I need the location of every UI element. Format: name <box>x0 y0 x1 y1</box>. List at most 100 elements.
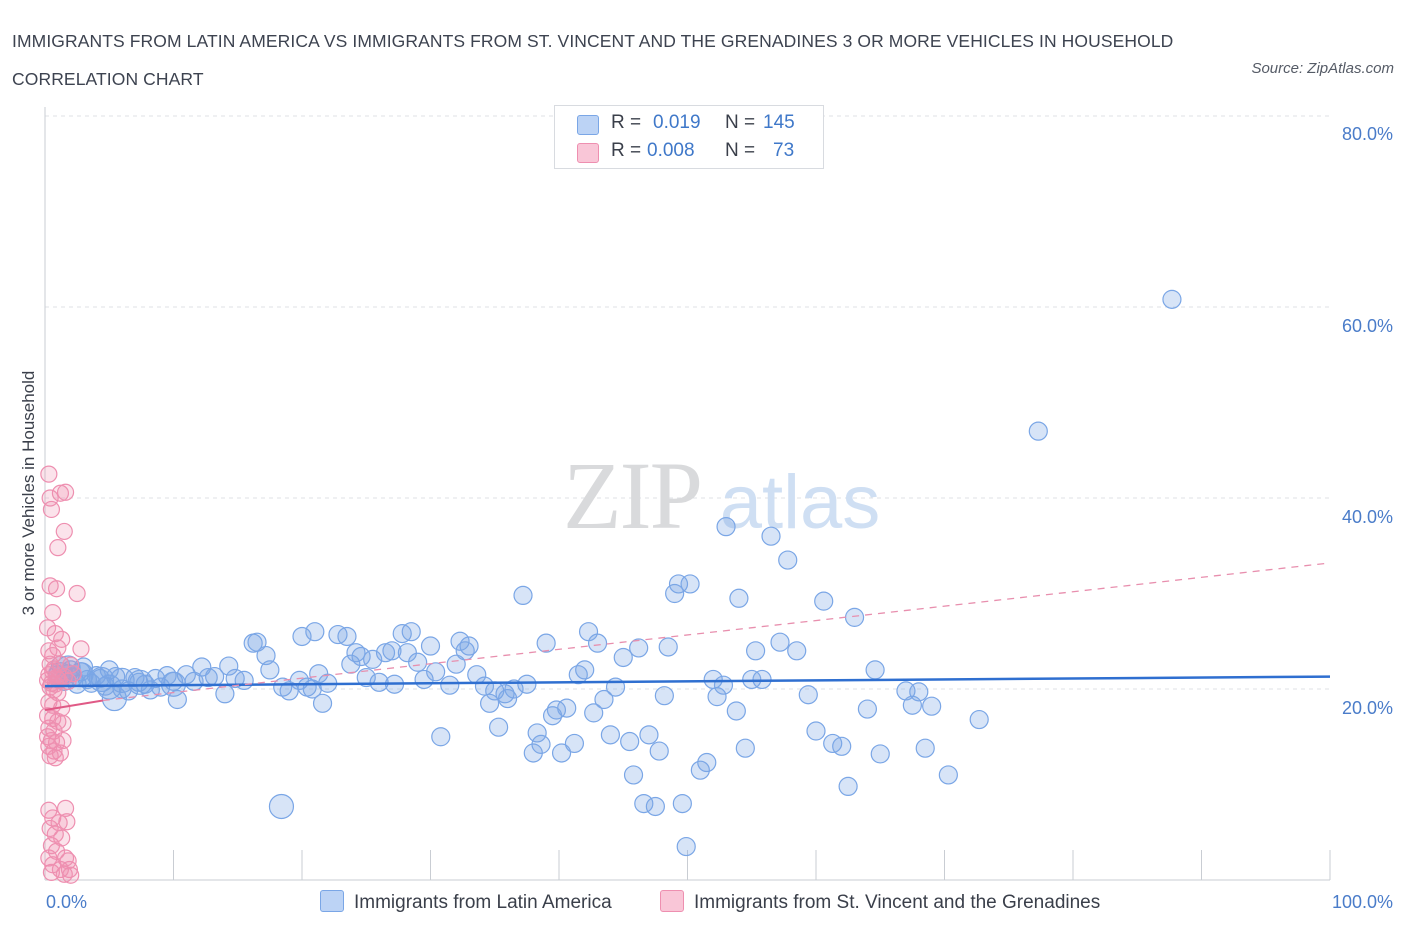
scatter-point-latin-america <box>620 731 640 752</box>
scatter-point-latin-america <box>292 626 312 647</box>
chart-source: Source: ZipAtlas.com <box>1251 60 1394 77</box>
scatter-point-latin-america <box>735 738 755 758</box>
scatter-point-latin-america <box>346 643 366 663</box>
scatter-point-latin-america <box>587 633 608 653</box>
scatter-point-latin-america <box>668 574 689 594</box>
legend-n-label: N = <box>725 140 756 161</box>
trend-line-st-vincent-extension <box>102 562 1331 702</box>
legend-r-value: 0.019 <box>653 112 701 133</box>
scatter-point-latin-america <box>778 550 798 570</box>
scatter-point-latin-america <box>584 703 604 723</box>
scatter-point-st-vincent <box>44 603 62 622</box>
y-tick-labels: 20.0% 40.0% 60.0% 80.0% <box>1342 124 1393 718</box>
scatter-point-latin-america <box>305 622 325 642</box>
legend-swatch-pink <box>577 143 599 163</box>
y-tick-label: 40.0% <box>1342 507 1393 527</box>
scatter-point-latin-america <box>459 636 479 656</box>
legend-r-value: 0.008 <box>647 140 695 161</box>
legend-r-label: R = <box>611 112 642 133</box>
scatter-point-latin-america <box>665 583 685 604</box>
scatter-point-st-vincent <box>51 744 70 762</box>
y-tick-label: 60.0% <box>1342 316 1393 336</box>
scatter-point-latin-america <box>247 632 267 652</box>
scatter-point-latin-america <box>517 674 537 694</box>
scatter-point-latin-america <box>716 517 736 537</box>
scatter-point-latin-america <box>787 641 807 661</box>
scatter-point-latin-america <box>527 723 547 743</box>
series-latin-america <box>47 289 1182 857</box>
scatter-point-latin-america <box>761 526 781 546</box>
scatter-point-latin-america <box>629 638 649 658</box>
scatter-point-st-vincent <box>68 584 86 603</box>
bottom-legend-swatch-pink <box>660 890 684 912</box>
scatter-point-st-vincent <box>49 670 67 689</box>
legend-n-value: 73 <box>773 140 795 161</box>
trend-line-latin-america <box>44 675 1331 688</box>
scatter-point-st-vincent <box>49 639 67 657</box>
scatter-point-latin-america <box>279 681 299 701</box>
watermark: ZIP atlas <box>563 442 880 549</box>
scatter-point-latin-america <box>397 643 417 663</box>
scatter-point-latin-america <box>832 736 852 756</box>
trend-lines <box>44 562 1331 711</box>
scatter-point-latin-america <box>426 662 446 682</box>
scatter-point-latin-america <box>865 660 885 680</box>
scatter-point-latin-america <box>613 647 633 668</box>
grid-lines <box>45 115 1330 690</box>
scatter-point-latin-america <box>256 645 276 666</box>
scatter-point-latin-america <box>420 636 441 656</box>
scatter-point-latin-america <box>798 685 818 705</box>
y-axis-label: 3 or more Vehicles in Household <box>19 371 38 616</box>
scatter-point-st-vincent <box>46 625 64 643</box>
series-st-vincent <box>38 465 90 884</box>
bottom-legend-label: Immigrants from St. Vincent and the Gren… <box>694 892 1101 913</box>
scatter-point-latin-america <box>623 765 644 785</box>
scatter-point-latin-america <box>676 836 696 857</box>
legend-swatch-blue <box>577 115 599 135</box>
scatter-point-latin-america <box>680 574 700 594</box>
scatter-point-latin-america <box>672 793 692 814</box>
scatter-point-latin-america <box>564 733 585 754</box>
scatter-point-latin-america <box>645 796 665 817</box>
scatter-point-latin-america <box>450 631 470 651</box>
scatter-point-latin-america <box>351 646 371 667</box>
scatter-point-latin-america <box>234 670 254 691</box>
scatter-point-latin-america <box>857 699 878 719</box>
scatter-point-st-vincent <box>56 799 75 817</box>
scatter-point-st-vincent <box>44 710 62 728</box>
scatter-point-latin-america <box>600 725 621 745</box>
scatter-point-latin-america <box>806 721 826 741</box>
scatter-point-latin-america <box>401 622 421 642</box>
scatter-point-latin-america <box>915 738 935 758</box>
scatter-point-latin-america <box>639 725 659 745</box>
scatter-point-latin-america <box>356 667 376 688</box>
scatter-point-st-vincent <box>47 580 66 598</box>
scatter-point-latin-america <box>198 667 218 688</box>
watermark-atlas: atlas <box>720 460 881 545</box>
scatter-point-latin-america <box>167 689 187 710</box>
scatter-point-latin-america <box>440 675 460 695</box>
scatter-point-st-vincent <box>38 707 57 725</box>
scatter-point-st-vincent <box>72 640 90 658</box>
scatter-point-latin-america <box>742 669 762 690</box>
scatter-point-latin-america <box>176 665 196 685</box>
scatter-point-latin-america <box>489 717 509 737</box>
legend: R = 0.019 N = 145 R = 0.008 N = 73 <box>554 105 824 169</box>
scatter-point-latin-america <box>557 698 577 718</box>
scatter-point-st-vincent <box>42 500 61 519</box>
scatter-point-latin-america <box>215 684 235 704</box>
scatter-point-st-vincent <box>42 863 61 881</box>
watermark-zip: ZIP <box>563 442 701 549</box>
scatter-point-latin-america <box>127 669 153 695</box>
scatter-point-st-vincent <box>60 860 79 879</box>
scatter-point-latin-america <box>219 656 239 676</box>
scatter-point-latin-america <box>729 588 749 608</box>
scatter-point-latin-america <box>268 793 295 820</box>
bottom-legend-st-vincent: Immigrants from St. Vincent and the Gren… <box>660 890 1100 914</box>
scatter-point-st-vincent <box>55 865 73 883</box>
scatter-point-st-vincent <box>51 484 70 502</box>
bottom-legend-swatch-blue <box>320 890 344 912</box>
scatter-point-latin-america <box>844 607 865 627</box>
scatter-point-latin-america <box>726 701 746 721</box>
